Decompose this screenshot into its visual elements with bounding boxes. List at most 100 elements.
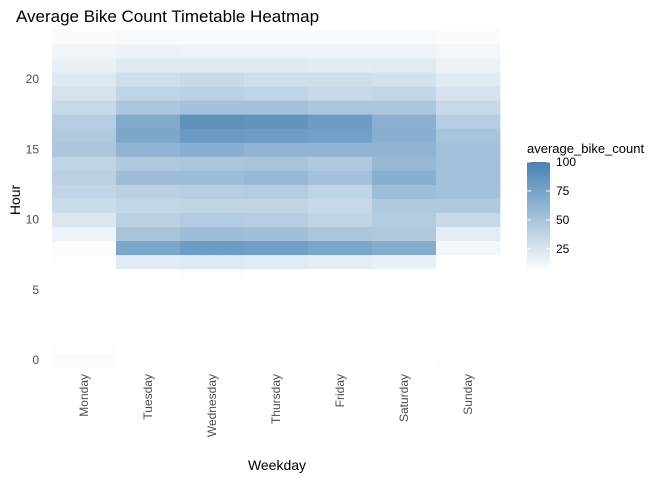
heatmap-cell <box>244 156 309 171</box>
heatmap-cell <box>372 100 437 115</box>
heatmap-cell <box>436 30 501 45</box>
heatmap-cell <box>116 100 181 115</box>
heatmap-cell <box>244 128 309 143</box>
heatmap-cell <box>372 72 437 87</box>
heatmap-cell <box>308 282 373 298</box>
heatmap-cell <box>116 184 181 199</box>
legend-colorbar <box>527 162 550 272</box>
heatmap-cell <box>436 44 501 59</box>
heatmap-cell <box>436 86 501 101</box>
heatmap-cell <box>436 324 501 340</box>
heatmap-cell <box>52 254 117 270</box>
heatmap-cell <box>308 100 373 115</box>
heatmap-cell <box>180 212 245 227</box>
heatmap-cell <box>116 296 181 312</box>
heatmap-cell <box>52 338 117 354</box>
heatmap-cell <box>436 58 501 73</box>
heatmap-cell <box>116 170 181 185</box>
x-tick-label: Tuesday <box>141 374 155 420</box>
heatmap-cell <box>436 282 501 298</box>
heatmap-cell <box>244 114 309 129</box>
heatmap-cell <box>436 156 501 171</box>
heatmap-cell <box>116 156 181 171</box>
y-tick-label: 0 <box>32 353 39 367</box>
color-legend: average_bike_count 25 50 75 100 <box>527 141 644 272</box>
heatmap-cell <box>372 212 437 227</box>
heatmap-cell <box>308 338 373 354</box>
heatmap-cell <box>180 324 245 340</box>
heatmap-cell <box>52 142 117 157</box>
heatmap-cell <box>180 282 245 298</box>
heatmap-cell <box>372 142 437 157</box>
heatmap-cell <box>436 212 501 227</box>
legend-tick-label: 75 <box>556 184 570 198</box>
heatmap-cell <box>52 324 117 340</box>
legend-title: average_bike_count <box>527 141 644 156</box>
x-tick-label: Thursday <box>269 374 283 424</box>
heatmap-cell <box>372 240 437 256</box>
heatmap-cell <box>244 30 309 45</box>
heatmap-cell <box>116 282 181 298</box>
heatmap-cell <box>436 114 501 129</box>
heatmap-cell <box>244 254 309 270</box>
heatmap-cell <box>180 156 245 171</box>
heatmap-cell <box>436 254 501 270</box>
heatmap-cell <box>52 198 117 213</box>
y-tick-label: 10 <box>26 213 40 227</box>
heatmap-cell <box>180 30 245 45</box>
heatmap-cell <box>52 240 117 256</box>
x-tick-label: Wednesday <box>205 374 219 437</box>
heatmap-cell <box>116 114 181 129</box>
heatmap-cell <box>52 114 117 129</box>
heatmap-cell <box>372 324 437 340</box>
heatmap-cell <box>308 324 373 340</box>
y-tick-label: 15 <box>26 142 40 156</box>
heatmap-cell <box>308 268 373 284</box>
y-tick-labels: 0 5 10 15 20 <box>26 72 40 367</box>
x-tick-labels: Monday Tuesday Wednesday Thursday Friday Satu… <box>77 374 475 437</box>
heatmap-cell <box>52 170 117 185</box>
heatmap-cell <box>52 156 117 171</box>
heatmap-cell <box>372 184 437 199</box>
heatmap-cell <box>116 142 181 157</box>
heatmap-cell <box>244 226 309 242</box>
y-tick-label: 5 <box>32 283 39 297</box>
heatmap-cell <box>308 156 373 171</box>
x-tick-label: Monday <box>77 374 91 417</box>
heatmap-cell <box>52 282 117 298</box>
heatmap-cell <box>244 170 309 185</box>
heatmap-cell <box>436 352 501 368</box>
chart-title: Average Bike Count Timetable Heatmap <box>16 7 319 26</box>
heatmap-cell <box>116 310 181 326</box>
heatmap-cell <box>244 310 309 326</box>
heatmap-cell <box>436 310 501 326</box>
heatmap-cell <box>308 296 373 312</box>
heatmap-cell <box>244 338 309 354</box>
heatmap-cell <box>244 198 309 213</box>
heatmap-cell <box>308 86 373 101</box>
heatmap-cell <box>180 268 245 284</box>
heatmap-cell <box>180 198 245 213</box>
heatmap-cell <box>180 254 245 270</box>
heatmap-cell <box>308 170 373 185</box>
heatmap-cell <box>116 86 181 101</box>
heatmap-cell <box>52 226 117 242</box>
heatmap-cell <box>116 324 181 340</box>
heatmap-cell <box>180 170 245 185</box>
heatmap-cell <box>116 44 181 59</box>
heatmap-cell <box>52 86 117 101</box>
legend-tick-label: 25 <box>556 242 570 256</box>
heatmap-cell <box>52 296 117 312</box>
heatmap-cell <box>308 128 373 143</box>
heatmap-cell <box>308 198 373 213</box>
heatmap-cell <box>180 142 245 157</box>
heatmap-cell <box>436 338 501 354</box>
heatmap-cell <box>372 170 437 185</box>
heatmap-cell <box>180 352 245 368</box>
heatmap-cell <box>180 44 245 59</box>
heatmap-cell <box>436 170 501 185</box>
heatmap-cell <box>436 72 501 87</box>
heatmap-cell <box>180 128 245 143</box>
heatmap-cell <box>308 184 373 199</box>
heatmap-cell <box>308 30 373 45</box>
